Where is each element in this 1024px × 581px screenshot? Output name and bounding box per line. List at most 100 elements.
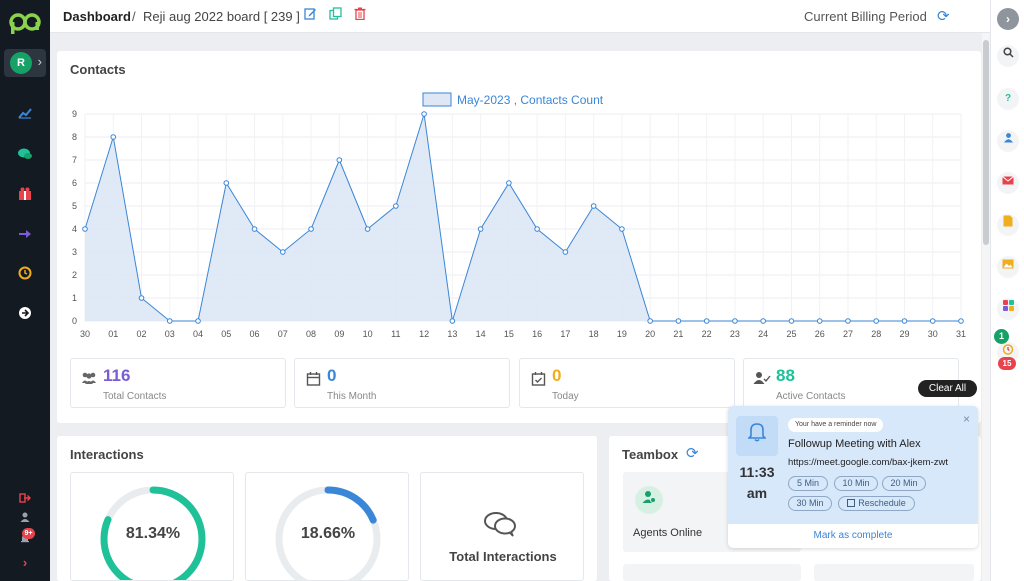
x-tick-label: 22 <box>702 329 712 339</box>
edit-icon[interactable] <box>302 7 318 23</box>
stat-label: This Month <box>327 391 377 402</box>
refresh-icon[interactable]: ⟳ <box>937 8 950 25</box>
x-tick-label: 08 <box>306 329 316 339</box>
contacts-card: Contacts 0 1 2 3 4 5 6 7 8 9 30 01 02 03 04 05 06 07 08 09 1… <box>57 51 981 423</box>
chevron-right-icon[interactable]: › <box>997 8 1019 30</box>
breadcrumb-separator: / <box>132 9 136 24</box>
y-tick-label: 4 <box>72 224 77 234</box>
chart-point <box>251 226 258 232</box>
mail-icon[interactable] <box>997 172 1019 194</box>
x-tick-label: 05 <box>221 329 231 339</box>
reschedule-button[interactable]: Reschedule <box>838 496 915 511</box>
user-icon[interactable] <box>14 509 36 529</box>
user-menu-button[interactable]: R › <box>4 49 46 77</box>
mark-as-complete-button[interactable]: Mark as complete <box>728 524 978 548</box>
chat-icon[interactable] <box>14 146 36 166</box>
y-tick-label: 3 <box>72 247 77 257</box>
chart-point <box>703 318 710 324</box>
y-tick-label: 9 <box>72 109 77 119</box>
chart-point <box>421 111 427 117</box>
contact-icon[interactable] <box>997 130 1019 152</box>
x-tick-label: 07 <box>278 329 288 339</box>
reminder-time: 11:33 am <box>734 462 780 504</box>
trash-icon[interactable] <box>352 7 368 23</box>
notification-badge: 9+ <box>22 528 35 539</box>
scrollbar-thumb[interactable] <box>983 40 989 245</box>
x-tick-label: 24 <box>758 329 768 339</box>
chart-point <box>166 318 173 324</box>
search-icon[interactable] <box>997 45 1019 67</box>
x-tick-label: 06 <box>250 329 260 339</box>
total-interactions-label: Total Interactions <box>449 549 557 564</box>
chart-line-icon[interactable] <box>14 105 36 125</box>
chart-point <box>675 318 682 324</box>
stat-value: 116 <box>103 366 131 385</box>
reminder-url[interactable]: https://meet.google.com/bax-jkem-zwt <box>788 457 948 468</box>
hand-pointer-icon[interactable] <box>14 226 36 246</box>
chart-point <box>364 226 371 232</box>
interaction-stat-box[interactable]: 81.34% <box>70 472 234 581</box>
billing-period-label[interactable]: Current Billing Period <box>804 9 927 24</box>
interaction-percent: 18.66% <box>300 525 356 542</box>
y-tick-label: 5 <box>72 201 77 211</box>
agents-online-label: Agents Online <box>633 527 703 539</box>
history-icon[interactable] <box>14 266 36 286</box>
legend-label: May-2023 , Contacts Count <box>457 93 604 107</box>
avatar: R <box>10 52 32 74</box>
refresh-icon[interactable]: ⟳ <box>686 445 699 462</box>
x-tick-label: 03 <box>165 329 175 339</box>
progress-ring <box>275 486 381 580</box>
reschedule-label: Reschedule <box>858 498 906 508</box>
snooze-30-min-button[interactable]: 30 Min <box>788 496 832 511</box>
interaction-percent: 81.34% <box>125 525 181 542</box>
chart-point <box>138 295 145 301</box>
team-stat-box[interactable] <box>814 564 974 581</box>
logout-icon[interactable] <box>14 490 36 510</box>
calendar-check-icon <box>528 371 548 391</box>
stat-label: Today <box>552 391 579 402</box>
copy-icon[interactable] <box>327 7 343 23</box>
snooze-20-min-button[interactable]: 20 Min <box>882 476 926 491</box>
stat-this-month[interactable]: 0 This Month <box>294 358 510 408</box>
x-tick-label: 30 <box>80 329 90 339</box>
help-icon[interactable]: ? <box>997 88 1019 110</box>
snooze-5-min-button[interactable]: 5 Min <box>788 476 828 491</box>
teambox-title: Teambox <box>622 447 679 462</box>
total-interactions-box[interactable]: Total Interactions <box>420 472 584 581</box>
x-tick-label: 14 <box>476 329 486 339</box>
chart-point <box>760 318 766 324</box>
snooze-10-min-button[interactable]: 10 Min <box>834 476 878 491</box>
x-tick-label: 30 <box>928 329 938 339</box>
image-icon[interactable] <box>997 256 1019 278</box>
chevron-right-icon[interactable]: › <box>22 555 28 570</box>
close-icon[interactable]: × <box>962 412 970 426</box>
stat-today[interactable]: 0 Today <box>519 358 735 408</box>
board-name: Reji aug 2022 board [ 239 ] <box>143 9 300 24</box>
apps-icon[interactable] <box>997 298 1019 320</box>
scrollbar-track[interactable] <box>982 33 990 581</box>
x-tick-label: 11 <box>391 329 400 339</box>
gift-icon[interactable] <box>14 186 36 206</box>
brand-logo[interactable] <box>9 8 41 36</box>
chart-point <box>619 226 625 232</box>
note-icon[interactable] <box>997 214 1019 236</box>
chart-point <box>82 226 88 232</box>
x-tick-label: 16 <box>532 329 542 339</box>
agent-online-icon <box>635 486 663 514</box>
x-tick-label: 26 <box>815 329 825 339</box>
arrow-right-circle-icon[interactable] <box>14 306 36 326</box>
stat-label: Active Contacts <box>776 391 846 402</box>
clear-all-button[interactable]: Clear All <box>918 380 977 397</box>
chart-point <box>477 226 484 232</box>
page-title[interactable]: Dashboard <box>63 9 131 24</box>
x-tick-label: 12 <box>419 329 429 339</box>
team-stat-box[interactable] <box>623 564 801 581</box>
interactions-card: Interactions 81.34% 18.66% Total Interac… <box>57 436 597 581</box>
x-tick-label: 21 <box>673 329 683 339</box>
stat-total-contacts[interactable]: 116 Total Contacts <box>70 358 286 408</box>
x-tick-label: 17 <box>560 329 570 339</box>
interaction-stat-box[interactable]: 18.66% <box>245 472 409 581</box>
reminder-time-ampm: am <box>746 485 768 501</box>
chart-point <box>562 249 569 255</box>
